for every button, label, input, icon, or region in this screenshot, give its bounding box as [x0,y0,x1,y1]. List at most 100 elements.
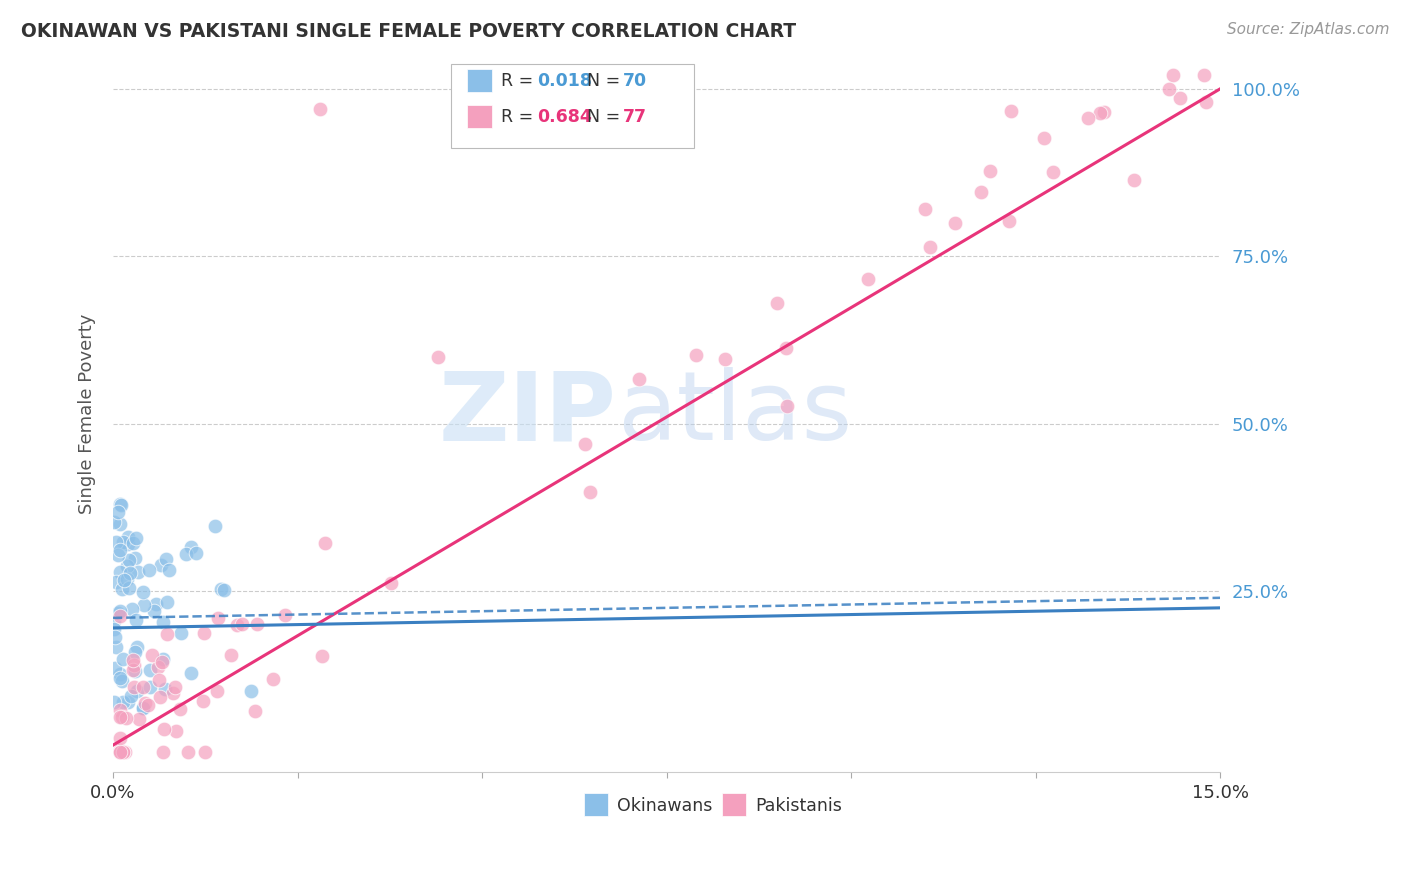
Point [139,680,162,694]
Point [219,648,242,662]
Point [108,566,131,580]
Point [117,531,139,545]
Point [714,352,737,367]
Point [914,202,936,217]
Point [174,547,197,561]
Point [776,399,799,413]
Point [112,745,135,759]
Point [146,659,169,673]
Point [1161,68,1184,82]
FancyBboxPatch shape [451,63,695,148]
Point [148,673,170,688]
Point [103,694,125,708]
Point [117,695,139,709]
Point [128,712,150,726]
Point [165,680,187,694]
Text: Source: ZipAtlas.com: Source: ZipAtlas.com [1226,22,1389,37]
Point [1042,165,1064,179]
Point [110,498,132,512]
Text: Okinawans: Okinawans [617,797,713,815]
Point [1195,95,1218,109]
Point [112,573,135,587]
Point [169,702,191,716]
Point [103,515,125,529]
Point [766,296,789,310]
Point [153,681,176,696]
Point [380,576,402,591]
Point [110,582,132,596]
Point [103,614,125,628]
Point [121,601,143,615]
Point [125,684,148,698]
Point [115,558,138,573]
Point [177,745,200,759]
Point [124,664,146,678]
Point [145,597,167,611]
Point [155,595,177,609]
Point [104,630,127,644]
Point [108,671,131,685]
Point [184,546,207,560]
Point [150,655,173,669]
Point [141,648,163,662]
Point [1194,68,1216,82]
Text: 0.684: 0.684 [537,108,592,126]
Point [112,535,135,549]
Point [155,552,177,566]
Text: 0.018: 0.018 [537,72,592,90]
Point [115,711,138,725]
Point [1033,131,1056,145]
Point [152,615,174,629]
Text: Pakistanis: Pakistanis [755,797,842,815]
Text: OKINAWAN VS PAKISTANI SINGLE FEMALE POVERTY CORRELATION CHART: OKINAWAN VS PAKISTANI SINGLE FEMALE POVE… [21,22,796,41]
Point [139,663,162,677]
Point [239,684,262,698]
Point [110,710,132,724]
Point [112,695,135,709]
Point [162,686,184,700]
Point [1168,91,1191,105]
Point [193,625,215,640]
Point [134,696,156,710]
Point [117,582,139,596]
Y-axis label: Single Female Poverty: Single Female Poverty [79,313,96,514]
Point [945,216,967,230]
Text: N =: N = [586,108,626,126]
Point [246,616,269,631]
Point [1094,104,1116,119]
Point [103,622,125,636]
Point [243,704,266,718]
Point [125,531,148,545]
Point [138,563,160,577]
Point [110,517,132,532]
Point [136,698,159,713]
Point [110,745,132,759]
Point [209,582,232,597]
Point [156,626,179,640]
Point [110,731,132,745]
Point [180,666,202,681]
Point [157,563,180,577]
Point [110,743,132,757]
Text: R =: R = [501,72,538,90]
Point [142,604,165,618]
Text: 77: 77 [623,108,647,126]
Point [1077,111,1099,125]
Point [918,240,941,254]
Point [117,537,139,551]
Point [207,611,229,625]
Point [121,689,143,703]
Point [998,213,1021,227]
Text: R =: R = [501,108,538,126]
Point [124,645,146,659]
Point [115,572,138,586]
Point [108,543,131,558]
Bar [723,794,747,816]
Point [426,350,449,364]
Point [194,745,217,759]
Point [132,701,155,715]
Point [104,574,127,589]
Point [225,618,247,632]
Point [110,745,132,759]
Point [122,658,145,673]
